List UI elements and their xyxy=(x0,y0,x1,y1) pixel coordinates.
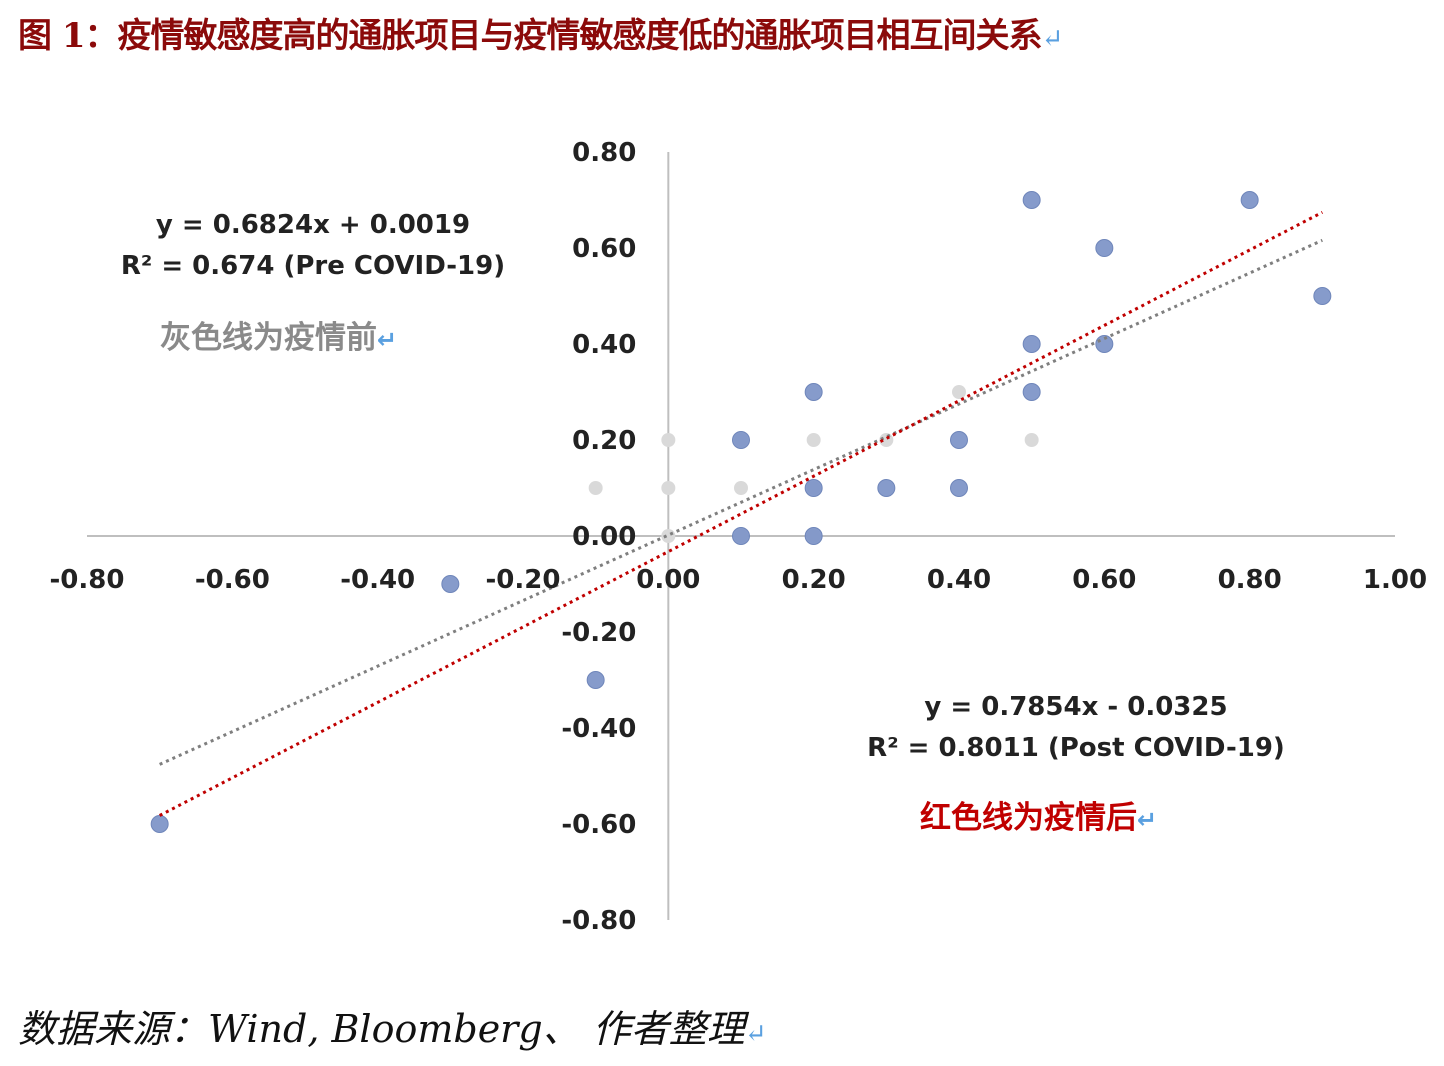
data-point xyxy=(661,481,676,495)
return-mark: ↵ xyxy=(1041,24,1064,54)
y-tick-label: 0.20 xyxy=(572,426,636,456)
data-point xyxy=(732,431,750,449)
data-point xyxy=(586,671,605,689)
data-point xyxy=(877,479,896,497)
data-point xyxy=(952,385,966,399)
data-point xyxy=(806,433,821,447)
source-return-mark: ↵ xyxy=(744,1019,767,1049)
pre-r2: R² = 0.674 (Pre COVID-19) xyxy=(121,251,505,281)
tick-labels: -0.80 -0.60 -0.40 -0.20 0.00 0.20 0.40 0.60 0.80… xyxy=(50,138,1428,936)
pre-covid-label: 灰色线为疫情前↵ xyxy=(160,320,397,356)
post-return-mark: ↵ xyxy=(1137,806,1157,834)
data-point xyxy=(1095,239,1114,257)
trendline xyxy=(159,238,1323,766)
trendline xyxy=(158,210,1324,817)
data-point xyxy=(804,383,823,401)
data-point xyxy=(150,815,169,833)
data-point xyxy=(734,481,748,495)
x-tick-label: 0.20 xyxy=(782,565,846,595)
data-point xyxy=(732,527,750,545)
y-tick-label: -0.80 xyxy=(561,906,636,936)
annotations: y = 0.6824x + 0.0019 R² = 0.674 (Pre COV… xyxy=(121,210,1285,836)
x-tick-label: 0.60 xyxy=(1072,565,1136,595)
data-point xyxy=(1022,383,1041,401)
data-point xyxy=(1022,335,1041,353)
post-covid-label: 红色线为疫情后↵ xyxy=(920,800,1157,836)
y-tick-label: -0.20 xyxy=(561,618,636,648)
chart-title-text: 图 1：疫情敏感度高的通胀项目与疫情敏感度低的通胀项目相互间关系 xyxy=(18,16,1042,56)
x-tick-label: -0.20 xyxy=(486,565,561,595)
data-point xyxy=(1022,191,1041,209)
x-tick-label: 0.80 xyxy=(1218,565,1282,595)
x-tick-label: 0.00 xyxy=(636,565,700,595)
post-r2: R² = 0.8011 (Post COVID-19) xyxy=(867,733,1285,763)
y-tick-label: 0.80 xyxy=(572,138,636,168)
y-tick-label: -0.40 xyxy=(561,714,636,744)
trendlines xyxy=(158,210,1324,817)
post-covid-label-text: 红色线为疫情后 xyxy=(920,800,1137,836)
data-point xyxy=(950,431,968,449)
x-tick-label: -0.40 xyxy=(340,565,415,595)
data-point xyxy=(950,479,968,497)
data-point xyxy=(1240,191,1259,209)
post-equation: y = 0.7854x - 0.0325 xyxy=(924,692,1227,722)
pre-return-mark: ↵ xyxy=(377,326,397,354)
data-point xyxy=(441,575,460,593)
source-note: 数据来源：Wind, Bloomberg、 作者整理↵ xyxy=(18,998,767,1053)
y-tick-label: 0.40 xyxy=(572,330,636,360)
x-tick-label: -0.80 xyxy=(50,565,125,595)
data-point xyxy=(1313,287,1332,305)
pre-equation: y = 0.6824x + 0.0019 xyxy=(156,210,470,240)
data-point xyxy=(804,479,823,497)
x-tick-label: -0.60 xyxy=(195,565,270,595)
data-point xyxy=(588,481,603,495)
data-point xyxy=(804,527,823,545)
x-tick-label: 0.40 xyxy=(927,565,991,595)
data-point xyxy=(1024,433,1039,447)
y-tick-label: 0.60 xyxy=(572,234,636,264)
data-point xyxy=(661,433,676,447)
y-tick-label: -0.60 xyxy=(561,810,636,840)
chart-title: 图 1：疫情敏感度高的通胀项目与疫情敏感度低的通胀项目相互间关系↵ xyxy=(18,8,1064,57)
pre-covid-label-text: 灰色线为疫情前 xyxy=(160,320,377,356)
x-tick-label: 1.00 xyxy=(1363,565,1427,595)
source-text: 数据来源：Wind, Bloomberg、 作者整理 xyxy=(18,1007,745,1051)
y-tick-label: 0.00 xyxy=(572,522,636,552)
